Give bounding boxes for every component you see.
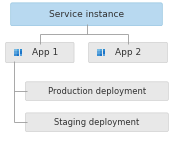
FancyBboxPatch shape	[14, 49, 17, 51]
FancyBboxPatch shape	[20, 51, 22, 54]
FancyBboxPatch shape	[17, 51, 19, 54]
FancyBboxPatch shape	[100, 49, 102, 51]
Text: Staging deployment: Staging deployment	[54, 118, 139, 127]
FancyBboxPatch shape	[89, 42, 167, 63]
FancyBboxPatch shape	[14, 51, 17, 54]
FancyBboxPatch shape	[97, 54, 100, 56]
FancyBboxPatch shape	[103, 51, 105, 54]
FancyBboxPatch shape	[20, 49, 22, 51]
FancyBboxPatch shape	[6, 42, 74, 63]
Text: App 2: App 2	[115, 48, 141, 57]
FancyBboxPatch shape	[103, 54, 105, 56]
FancyBboxPatch shape	[25, 82, 168, 100]
FancyBboxPatch shape	[100, 51, 102, 54]
FancyBboxPatch shape	[11, 3, 162, 26]
FancyBboxPatch shape	[20, 54, 22, 56]
FancyBboxPatch shape	[100, 54, 102, 56]
FancyBboxPatch shape	[14, 54, 17, 56]
FancyBboxPatch shape	[97, 51, 100, 54]
Text: Service instance: Service instance	[49, 10, 124, 19]
FancyBboxPatch shape	[17, 49, 19, 51]
Text: App 1: App 1	[32, 48, 58, 57]
FancyBboxPatch shape	[103, 49, 105, 51]
FancyBboxPatch shape	[17, 54, 19, 56]
Text: Production deployment: Production deployment	[48, 87, 146, 96]
FancyBboxPatch shape	[97, 49, 100, 51]
FancyBboxPatch shape	[25, 113, 168, 132]
